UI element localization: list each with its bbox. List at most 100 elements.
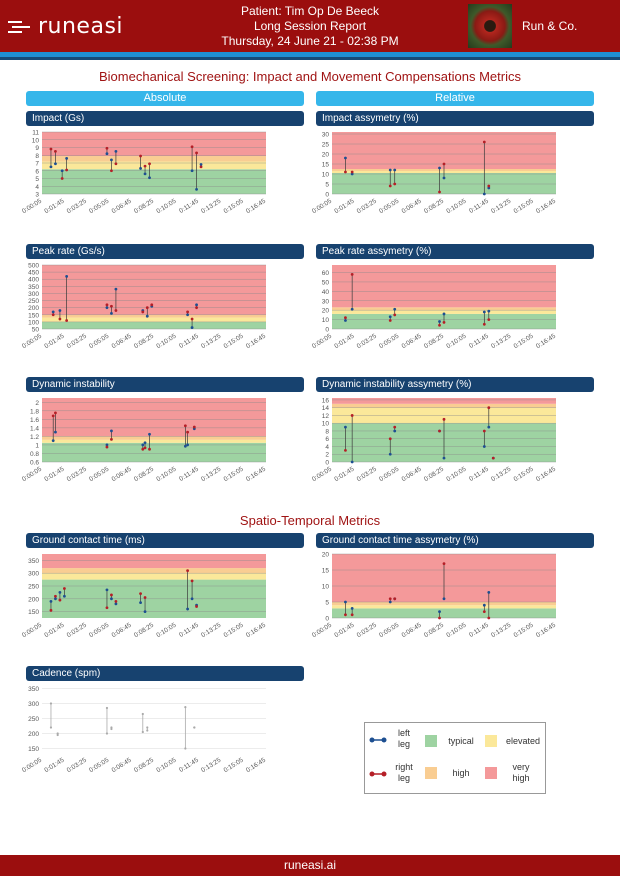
y-tick-label: 250 [28,298,39,305]
speed-lines-icon [8,20,30,33]
x-tick-label: 0:01:45 [43,333,65,351]
right-leg-point [51,414,55,418]
x-tick-label: 0:11:45 [468,622,490,639]
x-tick-label: 0:06:45 [111,622,133,640]
cadence-chart: 150 200 250 300 350 0:00:05 0:01:45 0:03:25 0:05… [21,686,267,775]
typical-swatch [425,735,437,747]
right-leg-point [51,313,55,317]
y-tick-label: 300 [28,701,39,708]
left-leg-point [190,597,194,601]
y-tick-label: 10 [322,317,330,324]
patient-info: Patient: Tim Op De Beeck Long Session Re… [180,4,440,49]
very-high-swatch [485,767,497,779]
left-leg-point [442,176,446,180]
x-tick-label: 0:05:05 [88,333,110,351]
x-tick-label: 0:11:45 [468,198,490,215]
y-tick-label: 40 [322,289,330,296]
cadence-point [141,712,144,716]
left-leg-point [105,306,109,310]
x-tick-label: 0:15:05 [513,466,535,484]
right-leg-point [190,145,194,149]
right-leg-point [186,569,190,573]
x-tick-label: 0:16:45 [245,466,267,484]
right-leg-point [195,306,198,310]
zone-elevated [42,317,266,322]
left-leg-point [186,607,190,611]
y-tick-label: 8 [325,428,329,435]
right-leg-point [186,310,190,314]
right-leg-point [114,599,118,603]
x-tick-label: 0:16:45 [245,198,267,216]
x-tick-label: 0:11:45 [178,333,200,350]
left-leg-point [54,162,57,166]
left-leg-point [350,307,354,311]
left-leg-point [105,152,109,156]
y-tick-label: 1 [35,442,39,449]
left-leg-point [350,460,354,464]
right-leg-point [350,170,354,174]
left-leg-point [482,445,486,448]
left-leg-point [442,312,446,316]
x-tick-label: 0:08:25 [423,198,445,216]
left-leg-point [438,320,441,323]
x-tick-label: 0:16:45 [245,333,267,351]
x-tick-label: 0:10:05 [155,333,177,351]
x-tick-label: 0:13:25 [200,622,222,640]
right-leg-point [114,309,118,312]
left-leg-point [139,601,142,605]
x-tick-label: 0:08:25 [133,757,155,775]
zone-elevated [332,310,556,314]
impact-asym-chart: 0 5 10 15 20 25 30 0:00:05 0:01:45 0:03:25 0:05:05… [311,132,557,216]
left-leg-point [143,610,147,613]
y-tick-label: 10 [322,172,330,179]
y-tick-label: 2 [35,400,39,407]
right-leg-point [442,417,446,421]
y-tick-label: 9 [35,145,39,152]
x-tick-label: 0:03:25 [356,466,378,484]
right-leg-point [141,310,145,314]
left-leg-point [350,607,354,610]
left-leg-point [186,443,190,447]
y-tick-label: 150 [28,312,39,319]
left-leg-point [110,597,113,601]
right-leg-point [63,587,66,590]
x-tick-label: 0:15:05 [513,333,535,351]
spatio-section-title: Spatio-Temporal Metrics [239,513,381,528]
x-tick-label: 0:08:25 [423,622,445,640]
right-leg-point [114,162,118,166]
left-leg-point [105,588,109,592]
y-tick-label: 8 [35,153,39,160]
x-tick-label: 0:10:05 [155,198,177,216]
right-leg-point [344,448,347,452]
y-tick-label: 0 [325,616,329,623]
y-tick-label: 50 [322,279,330,286]
absolute-column-header: Absolute [26,91,304,106]
left-leg-point [143,441,147,445]
x-tick-label: 0:03:25 [66,466,88,484]
x-tick-label: 0:11:45 [178,622,200,639]
left-leg-point [60,169,64,173]
y-tick-label: 0 [325,192,329,199]
x-tick-label: 0:01:45 [333,622,355,640]
y-tick-label: 20 [322,552,330,559]
x-tick-label: 0:01:45 [43,198,65,216]
zone-high [42,156,266,162]
x-tick-label: 0:05:05 [378,333,400,351]
zone-typical [332,608,556,618]
right-leg-point [438,616,441,620]
left-leg-point [49,165,53,169]
y-tick-label: 450 [28,270,39,277]
peak-asym-chart: 0 10 20 30 40 50 60 0:00:05 0:01:45 0:03:25 0:05:0… [311,265,557,351]
left-leg-point [105,443,109,447]
x-tick-label: 0:11:45 [468,466,490,483]
cadence-point [141,730,144,734]
right-leg-point [350,613,354,617]
header-stripe [0,52,620,57]
x-tick-label: 0:13:25 [200,333,222,351]
left-leg-point [58,309,62,312]
left-leg-point [388,600,392,604]
left-leg-point [344,319,347,322]
left-leg-marker [369,737,387,743]
left-leg-point [65,156,69,160]
